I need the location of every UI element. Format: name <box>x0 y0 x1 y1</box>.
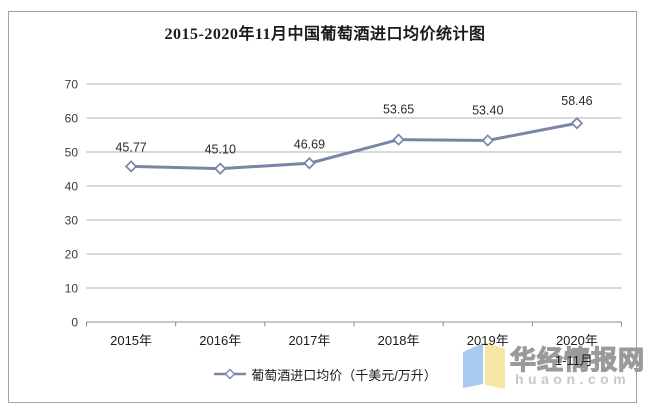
data-point-marker <box>214 162 227 175</box>
y-tick-label: 50 <box>65 146 79 160</box>
data-point-label: 58.46 <box>561 94 592 108</box>
y-tick-label: 30 <box>65 214 79 228</box>
data-point-marker <box>392 133 405 146</box>
x-tick-label: 2018年 <box>378 333 420 348</box>
legend-label: 葡萄酒进口均价（千美元/万升） <box>251 367 437 383</box>
x-tick-label: 2015年 <box>110 333 152 348</box>
y-tick-label: 0 <box>71 316 78 330</box>
legend-line-marker-icon <box>214 368 247 380</box>
y-tick-label: 10 <box>65 282 79 296</box>
data-point-marker <box>481 134 494 147</box>
watermark-site-name: 华经情报网 <box>509 344 646 375</box>
x-tick-sublabel: 1-11月 <box>555 353 593 368</box>
data-point-label: 45.10 <box>205 143 236 157</box>
data-point-marker <box>124 160 138 173</box>
y-tick-label: 20 <box>65 248 79 262</box>
data-point-label: 45.77 <box>115 140 146 154</box>
chart-border <box>8 11 637 403</box>
x-tick-label: 2017年 <box>288 333 330 348</box>
data-point-label: 53.65 <box>383 103 414 117</box>
data-point-label: 46.69 <box>294 137 325 151</box>
chart-title: 2015-2020年11月中国葡萄酒进口均价统计图 <box>164 26 486 43</box>
watermark: 华经情报网 huaon.com <box>460 336 646 396</box>
x-tick-label: 2019年 <box>467 333 509 348</box>
series-line <box>129 121 579 171</box>
data-point-label: 53.40 <box>472 103 503 117</box>
x-tick-label: 2016年 <box>199 333 241 348</box>
y-tick-label: 70 <box>65 78 79 92</box>
x-tick-label: 2020年 <box>556 333 598 348</box>
data-point-marker <box>303 157 316 170</box>
y-tick-label: 40 <box>65 180 79 194</box>
legend: 葡萄酒进口均价（千美元/万升） <box>0 362 650 386</box>
watermark-domain: huaon.com <box>515 371 631 387</box>
data-point-marker <box>570 117 584 130</box>
y-tick-label: 60 <box>65 112 79 126</box>
huaon-logo-icon <box>463 342 505 389</box>
